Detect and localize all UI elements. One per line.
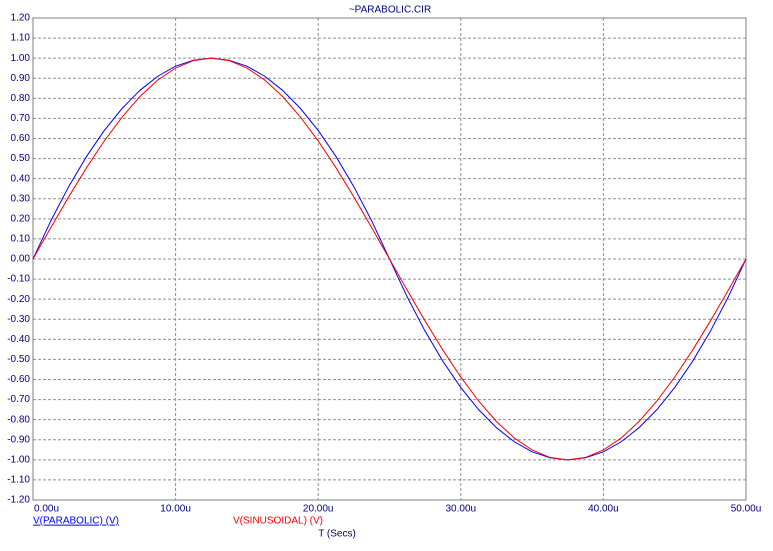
y-tick-label: -1.10 (7, 475, 30, 486)
y-tick-label: 0.70 (11, 113, 31, 124)
y-tick-label: -1.00 (7, 454, 30, 465)
x-tick-label: 0.00u (34, 504, 59, 515)
y-tick-label: 0.00 (11, 254, 31, 265)
y-tick-label: 0.60 (11, 133, 31, 144)
y-tick-label: 0.40 (11, 173, 31, 184)
y-tick-label: -0.80 (7, 414, 30, 425)
y-tick-label: 1.10 (11, 33, 31, 44)
y-tick-label: -0.10 (7, 274, 30, 285)
x-tick-label: 20.00u (303, 504, 334, 515)
chart-title: ~PARABOLIC.CIR (349, 5, 431, 16)
x-tick-label: 30.00u (446, 504, 477, 515)
y-tick-label: 0.30 (11, 193, 31, 204)
y-tick-label: 1.20 (11, 13, 31, 24)
y-tick-label: 0.10 (11, 234, 31, 245)
y-tick-label: -0.90 (7, 434, 30, 445)
y-tick-label: -1.20 (7, 495, 30, 506)
y-tick-label: -0.20 (7, 294, 30, 305)
x-axis-label: T (Secs) (318, 529, 356, 540)
x-tick-label: 40.00u (588, 504, 619, 515)
x-tick-label: 50.00u (731, 504, 762, 515)
y-tick-label: -0.60 (7, 374, 30, 385)
series-line (32, 57, 747, 461)
legend-label: V(PARABOLIC) (V) (33, 516, 119, 527)
y-tick-label: -0.40 (7, 334, 30, 345)
y-tick-label: 0.50 (11, 153, 31, 164)
y-tick-label: -0.30 (7, 314, 30, 325)
y-tick-label: 0.90 (11, 73, 31, 84)
y-tick-label: 0.20 (11, 213, 31, 224)
y-tick-label: -0.50 (7, 354, 30, 365)
y-tick-label: -0.70 (7, 394, 30, 405)
y-tick-label: 0.80 (11, 93, 31, 104)
y-tick-label: 1.00 (11, 53, 31, 64)
x-tick-label: 10.00u (160, 504, 191, 515)
legend-label: V(SINUSOIDAL) (V) (233, 516, 323, 527)
